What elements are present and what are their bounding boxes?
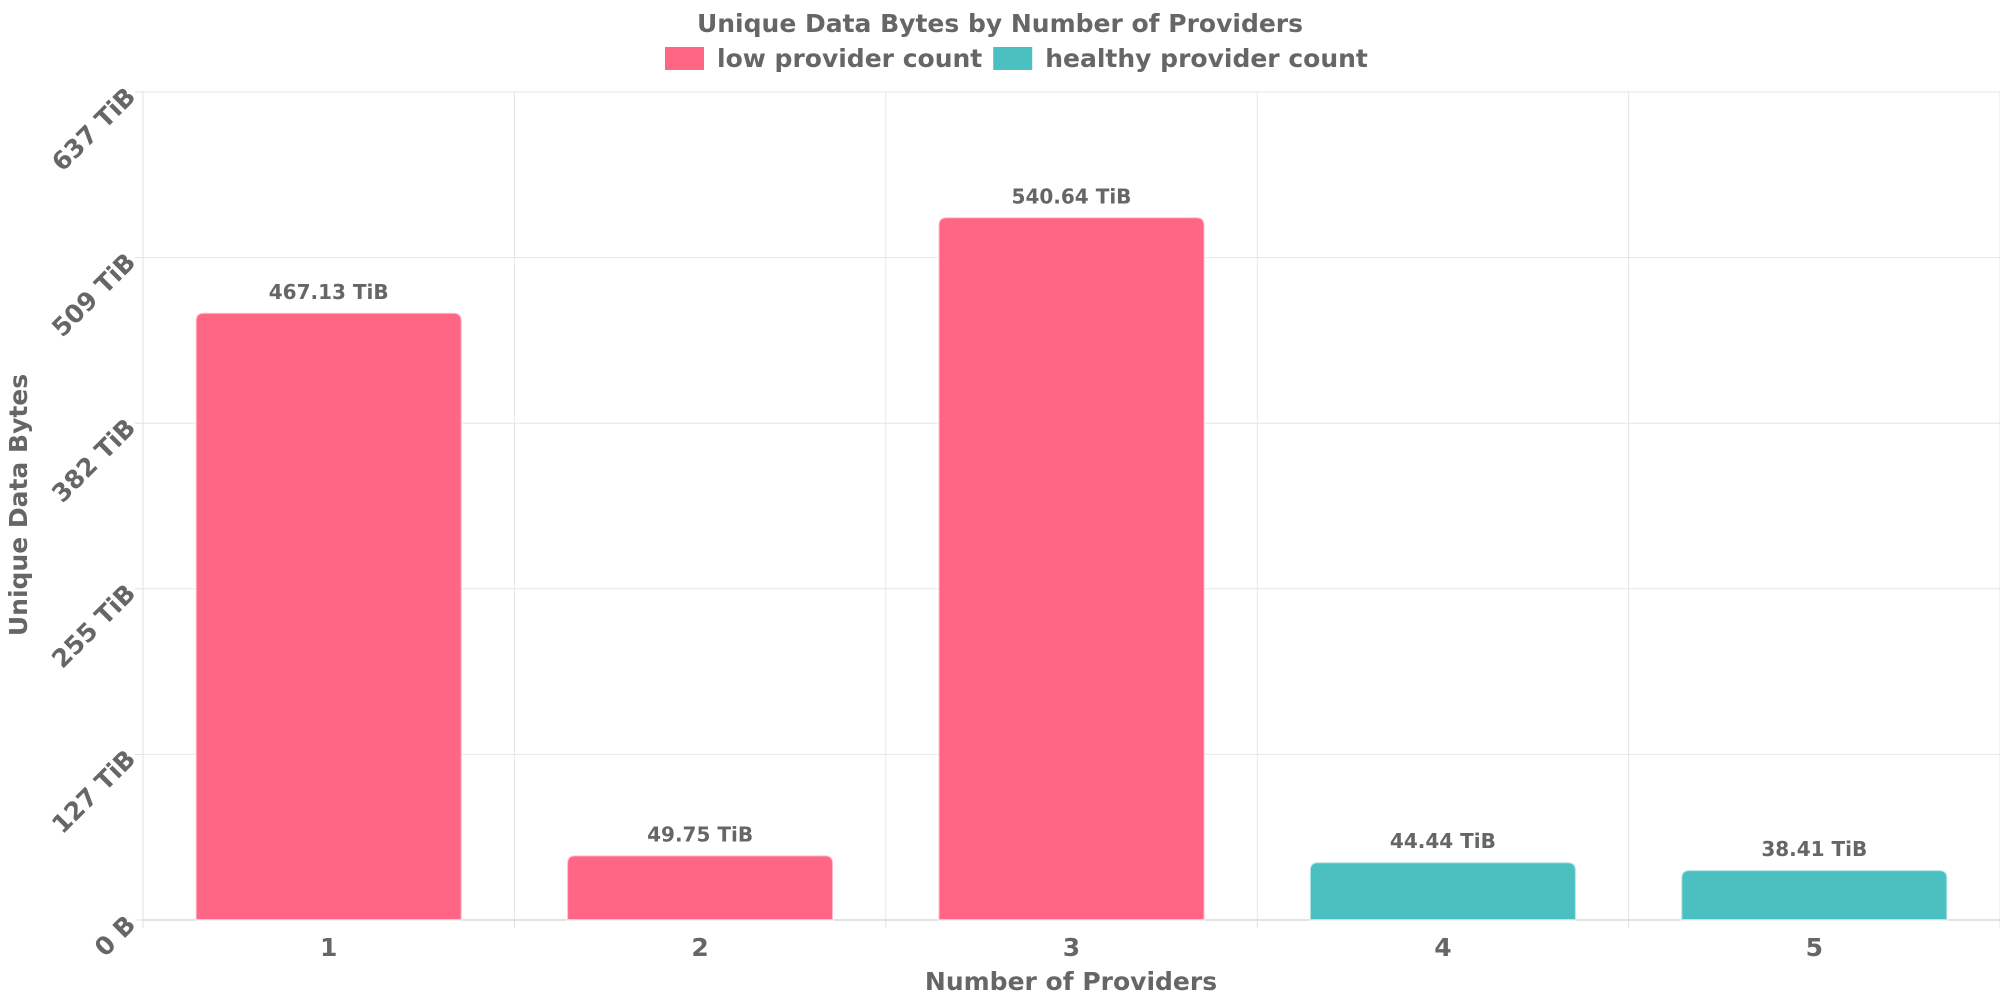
x-tick-labels: 1 2 3 4 5: [320, 933, 1823, 962]
bar[interactable]: [566, 854, 835, 921]
bar[interactable]: [1680, 869, 1949, 921]
x-axis-label: Number of Providers: [925, 967, 1217, 996]
legend-item-healthy[interactable]: healthy provider count: [993, 44, 1368, 73]
x-tick-label: 3: [1063, 933, 1080, 962]
bar-value-label: 49.75 TiB: [647, 822, 753, 846]
bar[interactable]: [937, 216, 1206, 921]
legend-label: low provider count: [717, 44, 982, 73]
y-tick-label: 637 TiB: [46, 82, 141, 177]
legend[interactable]: low provider count healthy provider count: [665, 44, 1368, 73]
y-tick-label: 0 B: [89, 910, 141, 962]
y-tick-label: 509 TiB: [46, 247, 141, 342]
y-tick-label: 255 TiB: [46, 579, 141, 674]
bars: [194, 216, 1949, 921]
chart-title: Unique Data Bytes by Number of Providers: [697, 9, 1303, 38]
bar[interactable]: [1308, 861, 1577, 921]
y-tick-label: 127 TiB: [46, 744, 141, 839]
legend-item-low[interactable]: low provider count: [665, 44, 982, 73]
legend-swatch: [665, 47, 704, 70]
x-tick-label: 1: [320, 933, 337, 962]
y-axis-label: Unique Data Bytes: [4, 374, 33, 636]
legend-swatch: [993, 47, 1033, 70]
bar-value-label: 540.64 TiB: [1012, 184, 1132, 208]
x-tick-label: 2: [691, 933, 708, 962]
legend-label: healthy provider count: [1045, 44, 1368, 73]
bar-value-labels: 467.13 TiB 49.75 TiB 540.64 TiB 44.44 TiB 38…: [269, 184, 1868, 861]
bar-value-label: 38.41 TiB: [1761, 837, 1867, 861]
x-tick-label: 5: [1806, 933, 1823, 962]
y-tick-label: 382 TiB: [46, 413, 141, 508]
bar-value-label: 44.44 TiB: [1390, 829, 1496, 853]
y-tick-labels: 0 B 127 TiB 255 TiB 382 TiB 509 TiB 637 TiB: [46, 82, 141, 962]
bar-value-label: 467.13 TiB: [269, 280, 389, 304]
bar[interactable]: [194, 311, 463, 921]
x-tick-label: 4: [1434, 933, 1451, 962]
